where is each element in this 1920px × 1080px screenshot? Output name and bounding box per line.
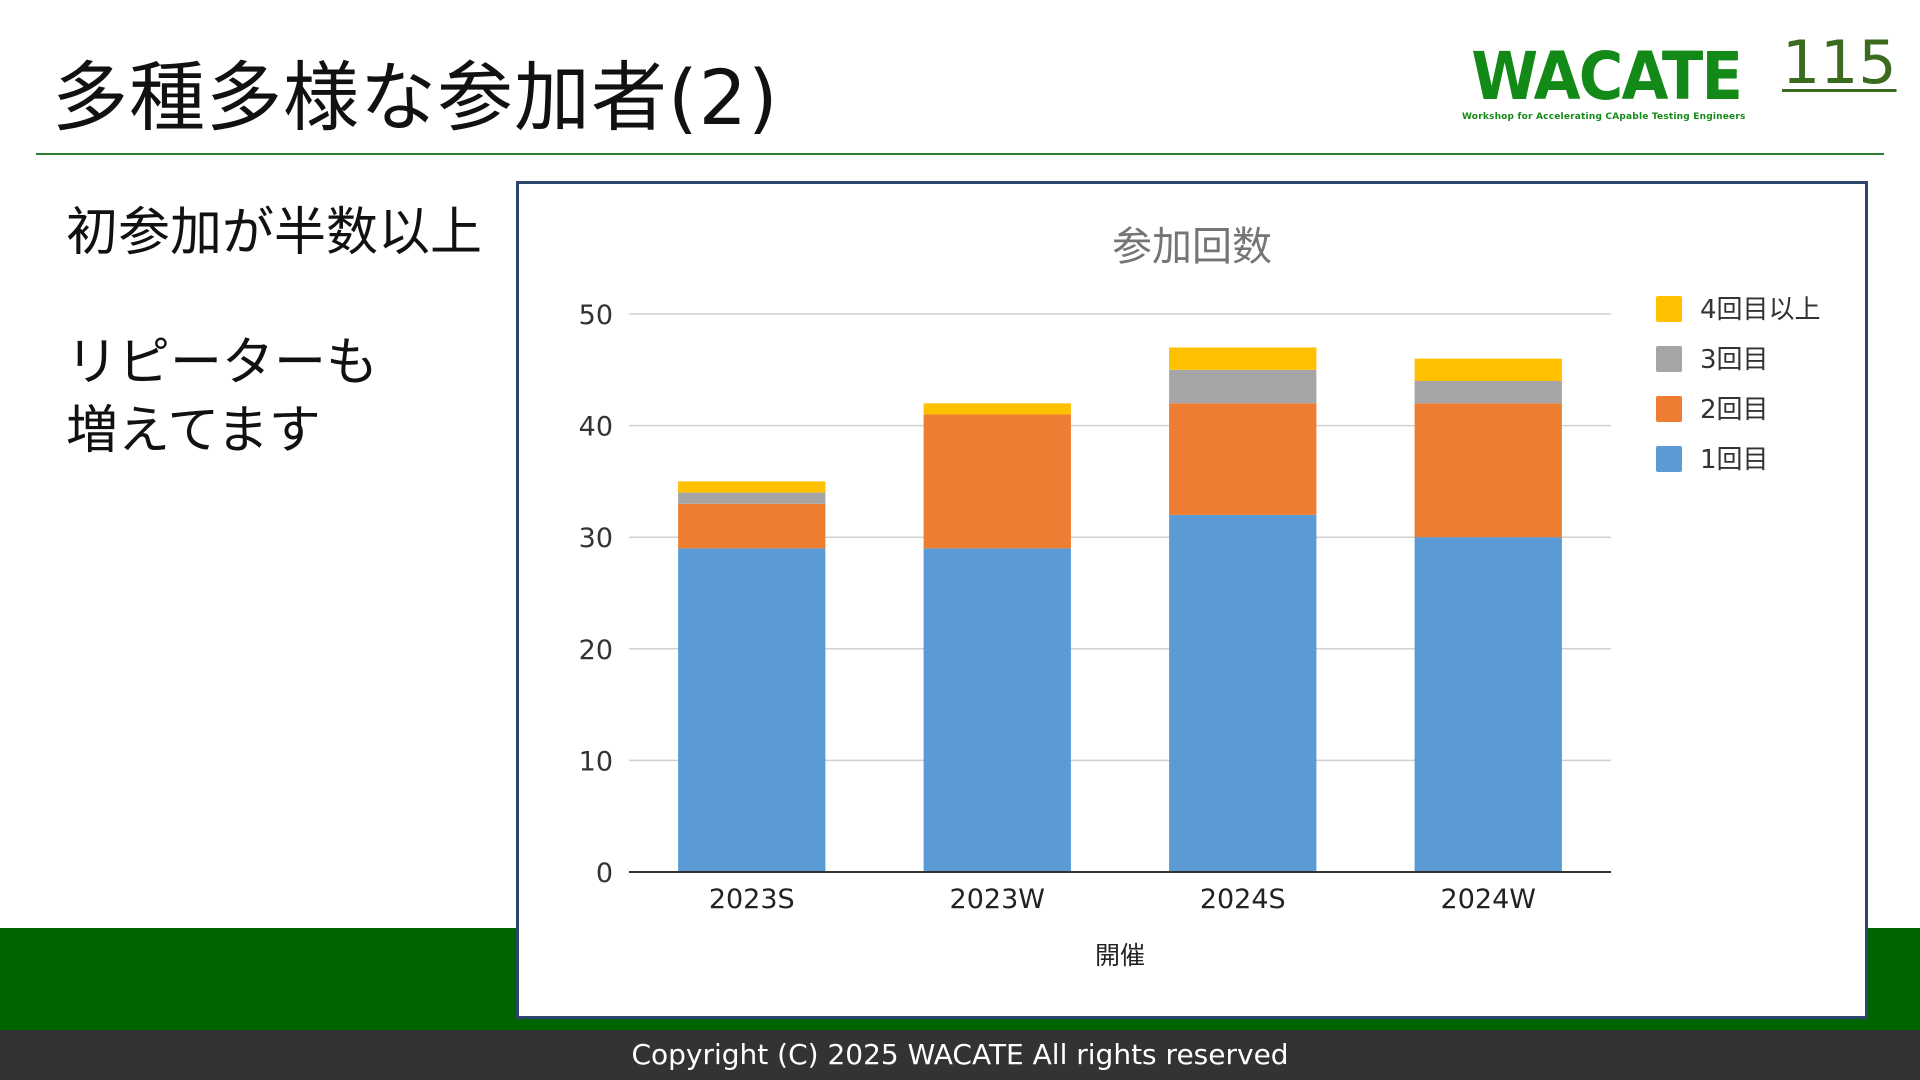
y-tick-label-20: 20: [579, 635, 613, 666]
chart-canvas: 参加回数 0 10 20 30 40 50 2023S 2023W 2024S 2024W 開催 4回…: [579, 224, 1821, 970]
logo-text: WACATE: [1471, 38, 1743, 115]
chart-title: 参加回数: [1112, 224, 1272, 270]
y-tick-label-40: 40: [579, 412, 613, 443]
bar-2024W-series-1: [1414, 537, 1562, 872]
bar-2023W-series-4: [923, 403, 1071, 415]
wacate-logo: WACATE Workshop for Accelerating CApable…: [1462, 38, 1746, 123]
bar-2023S-series-1: [678, 548, 826, 872]
bar-2023S-series-2: [678, 503, 826, 549]
logo-subtitle: Workshop for Accelerating CApable Testin…: [1462, 112, 1746, 122]
chart-bars: [678, 347, 1562, 872]
legend-swatch-series-4: [1656, 296, 1682, 322]
bar-2023S-series-4: [678, 481, 826, 493]
legend-label-series-2: 2回目: [1700, 395, 1769, 425]
bar-2024S-series-3: [1169, 369, 1317, 404]
chart-legend: 4回目以上 3回目 2回目 1回目: [1656, 295, 1821, 475]
x-tick-label-2024S: 2024S: [1200, 884, 1286, 915]
legend-swatch-series-1: [1656, 446, 1682, 472]
bar-2023S-series-3: [678, 492, 826, 504]
x-tick-label-2024W: 2024W: [1441, 884, 1536, 915]
bar-2024W-series-4: [1414, 358, 1562, 381]
y-tick-label-0: 0: [596, 858, 613, 889]
chart-axes: 参加回数 0 10 20 30 40 50 2023S 2023W 2024S 2024W 開催: [579, 224, 1611, 970]
x-axis-label: 開催: [1095, 941, 1145, 970]
legend-label-series-4: 4回目以上: [1700, 295, 1821, 325]
bar-2024W-series-3: [1414, 380, 1562, 404]
bar-2023W-series-1: [923, 548, 1071, 872]
legend-label-series-1: 1回目: [1700, 445, 1769, 475]
legend-label-series-3: 3回目: [1700, 345, 1769, 375]
bar-2024S-series-4: [1169, 347, 1317, 370]
slide-title: 多種多様な参加者(2): [52, 53, 779, 142]
bar-2024S-series-1: [1169, 514, 1317, 872]
bar-2023W-series-2: [923, 414, 1071, 549]
body-line-increasing: 増えてます: [66, 401, 321, 461]
x-tick-label-2023S: 2023S: [709, 884, 795, 915]
body-line-first-timers: 初参加が半数以上: [66, 203, 483, 263]
page-number[interactable]: 115: [1782, 28, 1897, 98]
x-tick-label-2023W: 2023W: [950, 884, 1045, 915]
title-divider: [36, 153, 1884, 155]
legend-swatch-series-2: [1656, 396, 1682, 422]
y-tick-label-30: 30: [579, 523, 613, 554]
legend-swatch-series-3: [1656, 346, 1682, 372]
bar-2024S-series-2: [1169, 403, 1317, 515]
y-tick-label-50: 50: [579, 300, 613, 331]
y-tick-label-10: 10: [579, 746, 613, 777]
body-line-repeaters: リピーターも: [66, 333, 379, 393]
bar-2024W-series-2: [1414, 403, 1562, 538]
copyright-footer: Copyright (C) 2025 WACATE All rights res…: [0, 1030, 1920, 1080]
participation-count-chart: 参加回数 0 10 20 30 40 50 2023S 2023W 2024S 2024W 開催 4回…: [516, 181, 1868, 1019]
